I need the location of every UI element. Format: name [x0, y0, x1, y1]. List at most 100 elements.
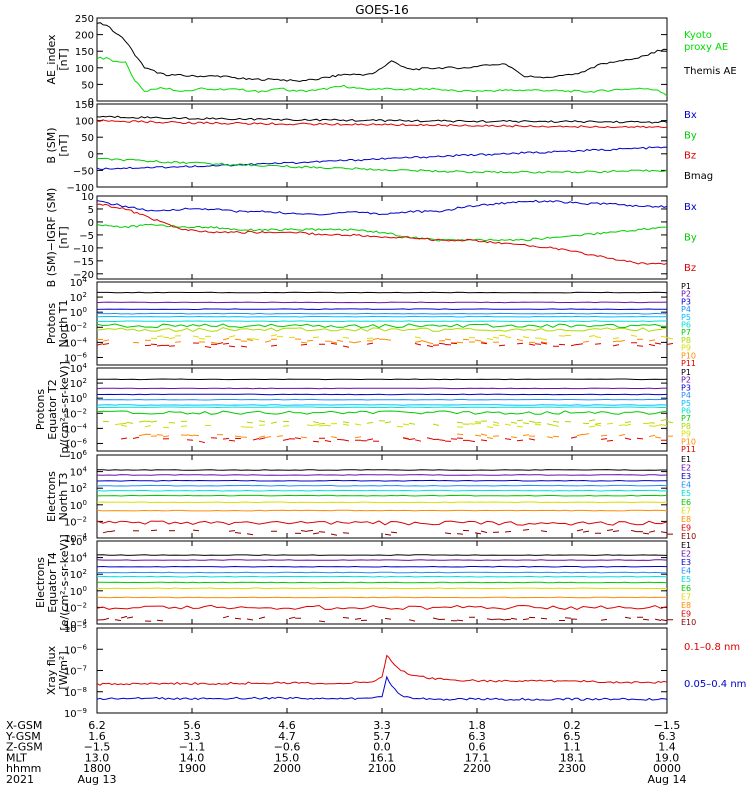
legend-e4: E4 [681, 567, 691, 576]
series-line-bx [96, 199, 668, 216]
y-tick-label: 10−6 [64, 643, 88, 656]
series-line-bz [96, 203, 668, 265]
channel-line-e5 [96, 489, 668, 492]
y-tick-label: 100 [75, 117, 94, 128]
y-tick-label: 102 [70, 291, 87, 304]
y-tick-label: 250 [75, 14, 94, 25]
legend-p8: P8 [681, 422, 691, 431]
y-tick-label: 200 [75, 31, 94, 42]
legend-label: Bz [684, 263, 696, 274]
legend-e10: E10 [681, 532, 696, 541]
panel-bsm: −100 −50 0 50 100 150 B (SM) [nT] Bx By Bz Bmag [45, 100, 713, 194]
legend-e8: E8 [681, 601, 691, 610]
legend-p4: P4 [681, 305, 691, 314]
y-tick-label: 104 [70, 362, 88, 375]
channel-line-e7 [96, 587, 668, 590]
channel-line-e5 [97, 575, 668, 578]
channel-line-p7 [96, 410, 668, 415]
legend-label: 0.05–0.4 nm [684, 679, 746, 690]
panel-frame [96, 17, 668, 102]
table-row-label: Y-GSM [5, 730, 41, 743]
table-cell: 0.2 [563, 719, 581, 732]
series-line-kyoto-proxy-ae [96, 56, 668, 97]
table-cell: 0.6 [468, 741, 486, 754]
y-axis-label: [e/(cm²-s-sr-keV)] [58, 534, 71, 630]
table-year: 2021 [6, 773, 34, 786]
channel-line-e2 [96, 559, 668, 561]
legend-label: By [684, 130, 697, 141]
legend-label: 0.1–0.8 nm [684, 642, 740, 653]
legend-e9: E9 [681, 609, 691, 618]
panel-frame [96, 367, 668, 452]
table-cell: 1.4 [658, 741, 676, 754]
channel-line-p8 [96, 327, 668, 332]
channel-line-p1 [97, 378, 668, 381]
channel-line-e1 [96, 469, 667, 471]
table-cell: 6.5 [563, 730, 581, 743]
legend-e5: E5 [681, 575, 691, 584]
table-cell: 1900 [178, 762, 206, 775]
y-tick-label: 100 [70, 392, 87, 405]
table-cell: −1.5 [654, 719, 681, 732]
channel-line-e7 [96, 501, 668, 504]
y-axis-label: AE_index [45, 34, 58, 85]
table-cell: 2200 [463, 762, 491, 775]
channel-line-e9 [96, 604, 668, 610]
table-cell: 1.8 [468, 719, 486, 732]
legend-label: Bx [684, 110, 697, 121]
legend-label: Bmag [684, 171, 713, 182]
y-tick-label: 10−9 [64, 707, 87, 720]
y-tick-label: 100 [75, 64, 94, 75]
table-cell: 6.2 [88, 719, 106, 732]
y-tick-label: 10−4 [64, 422, 88, 435]
channel-line-p10 [138, 433, 673, 439]
channel-line-p7 [96, 323, 668, 329]
y-tick-label: 10−7 [64, 665, 87, 678]
y-axis-label: Electrons [34, 557, 47, 608]
y-tick-label: 100 [70, 499, 87, 512]
channel-line-e6 [96, 494, 668, 497]
table-cell: 3.3 [183, 730, 201, 743]
legend-p1: P1 [681, 368, 691, 377]
series-line-themis-ae [96, 22, 668, 83]
channel-line-e9 [96, 520, 668, 526]
y-tick-label: −10 [73, 244, 94, 255]
legend-e2: E2 [681, 464, 691, 473]
y-tick-label: 10−6 [64, 437, 88, 450]
panel-frame [96, 281, 668, 366]
legend-e8: E8 [681, 515, 691, 524]
table-cell: 3.3 [373, 719, 391, 732]
y-axis-label: [p/(cm²-s-sr-keV)] [58, 361, 71, 458]
y-tick-label: −100 [67, 183, 94, 194]
y-axis-label: [nT] [57, 226, 70, 248]
legend-p5: P5 [681, 313, 691, 322]
y-tick-label: 106 [70, 535, 88, 548]
y-tick-label: 50 [81, 80, 94, 91]
legend-label: Bx [684, 202, 697, 213]
y-tick-label: 50 [81, 133, 94, 144]
legend-label: Themis AE [683, 66, 737, 77]
legend-p5: P5 [681, 399, 691, 408]
legend-e2: E2 [681, 550, 691, 559]
legend-p6: P6 [681, 407, 691, 416]
legend-p6: P6 [681, 321, 691, 330]
y-axis-label: [nT] [57, 48, 70, 70]
series-line-bz [96, 119, 668, 129]
channel-line-p5 [96, 404, 668, 406]
y-tick-label: 5 [88, 205, 94, 216]
legend-e1: E1 [681, 455, 691, 464]
legend-p8: P8 [681, 336, 691, 345]
y-axis-label: [W/m²] [57, 651, 70, 689]
legend-p9: P9 [681, 344, 691, 353]
y-tick-label: 150 [75, 100, 94, 111]
table-cell: −1.5 [84, 741, 111, 754]
channel-line-p4 [96, 312, 668, 315]
legend-p7: P7 [681, 414, 691, 423]
legend-e1: E1 [681, 541, 691, 550]
table-cell: 2100 [368, 762, 396, 775]
y-tick-label: 10−2 [64, 601, 87, 614]
legend-p4: P4 [681, 391, 691, 400]
table-cell: 17.1 [465, 751, 490, 764]
